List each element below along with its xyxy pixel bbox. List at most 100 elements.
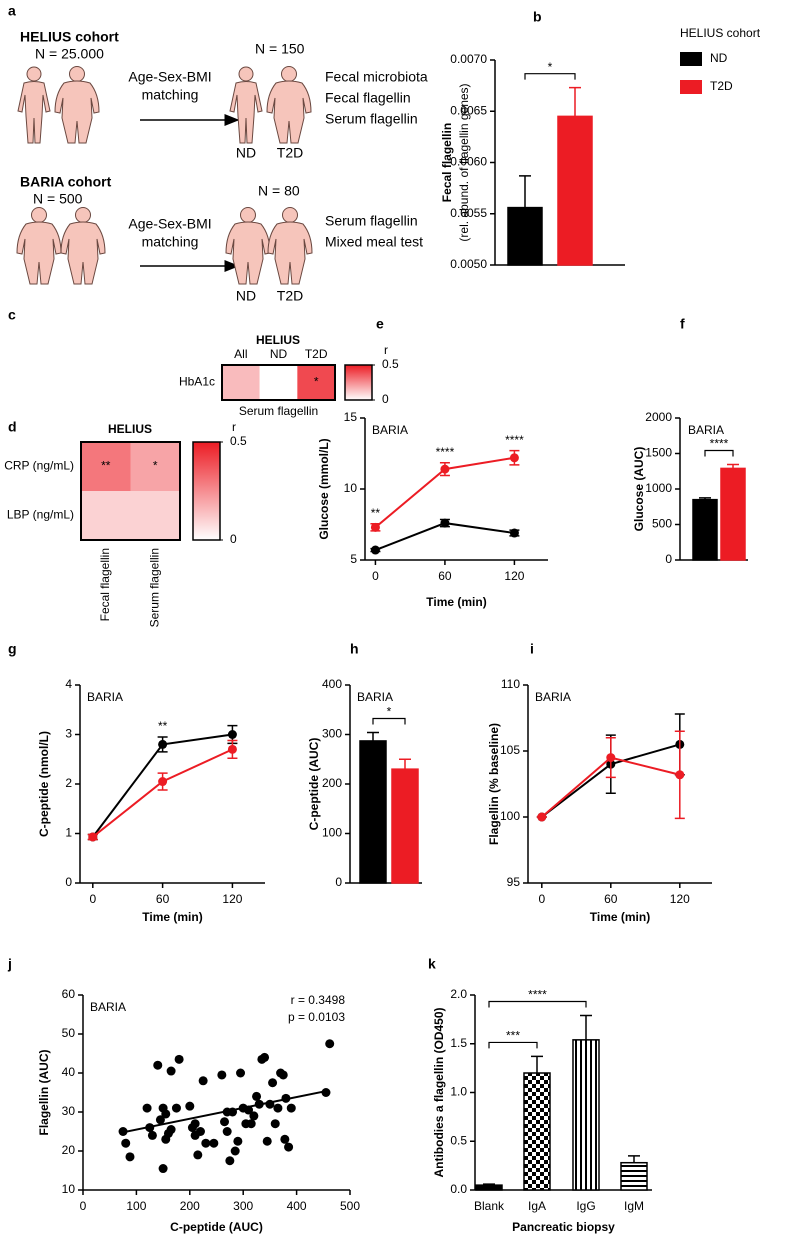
chart-title: BARIA xyxy=(688,423,724,437)
y-tick-label: 500 xyxy=(652,517,672,531)
point xyxy=(174,1054,184,1064)
heatmap-cell xyxy=(130,442,180,491)
person-icon xyxy=(229,66,263,144)
panel-letter: e xyxy=(376,316,384,332)
y-tick-label: 0.0065 xyxy=(450,103,487,117)
significance-bracket xyxy=(488,1041,538,1049)
y-axis-label: C-peptide (nmol/L) xyxy=(37,731,51,837)
heatmap-cell xyxy=(130,491,180,540)
significance-bracket xyxy=(704,449,734,457)
x-axis-label: Serum flagellin xyxy=(239,404,318,418)
y-axis-label: Glucose (AUC) xyxy=(632,447,646,532)
point xyxy=(284,1142,294,1152)
x-axis-label: Time (min) xyxy=(590,910,650,924)
point xyxy=(440,518,450,528)
point xyxy=(158,1164,168,1174)
y-tick-label: 2 xyxy=(65,776,72,790)
bar xyxy=(359,740,387,884)
y-tick-label: 10 xyxy=(344,481,358,495)
x-tick-label: 400 xyxy=(287,1199,307,1213)
y-tick-label: 4 xyxy=(65,677,72,691)
group-label: ND xyxy=(236,288,256,304)
heatmap-frame xyxy=(80,441,181,541)
y-tick-label: 1.5 xyxy=(450,1036,467,1050)
point xyxy=(246,1119,256,1129)
cohort-n: N = 25.000 xyxy=(35,46,104,62)
legend-swatch xyxy=(680,52,702,66)
point xyxy=(233,1136,243,1146)
person-icon xyxy=(17,66,51,144)
colorbar-label: r xyxy=(232,420,236,434)
x-axis-label: C-peptide (AUC) xyxy=(170,1220,263,1234)
point xyxy=(158,739,168,749)
panel-a: a HELIUS cohort N = 25.000 Age-Sex-BMI m… xyxy=(8,3,428,304)
point xyxy=(195,1127,205,1136)
point xyxy=(273,1103,283,1113)
cohort-name: HELIUS cohort xyxy=(20,29,119,45)
error-bar xyxy=(727,463,739,469)
y-tick-label: 300 xyxy=(322,727,342,741)
y-tick-label: 0 xyxy=(335,875,342,889)
panel-letter: c xyxy=(8,307,16,323)
significance-bracket xyxy=(372,717,406,725)
heatmap-cell xyxy=(81,491,131,540)
point xyxy=(325,1039,335,1049)
point xyxy=(198,1076,208,1086)
error-bar xyxy=(699,497,711,500)
panel-letter: j xyxy=(7,956,12,972)
legend-label: ND xyxy=(710,51,728,65)
significance-label: * xyxy=(548,60,553,74)
bar xyxy=(523,1072,551,1191)
y-tick-label: 2000 xyxy=(645,410,672,424)
cell-annotation: ** xyxy=(101,459,111,473)
colorbar-tick-label: 0.5 xyxy=(382,357,399,371)
colorbar-tick-label: 0 xyxy=(382,392,389,406)
y-tick-label: 400 xyxy=(322,677,342,691)
bar xyxy=(557,115,593,266)
annotation: ** xyxy=(158,719,168,733)
person-icon xyxy=(54,66,100,144)
y-tick-label: 1000 xyxy=(645,481,672,495)
point xyxy=(209,1138,219,1148)
x-tick-label: 0 xyxy=(372,569,379,583)
point xyxy=(230,1146,240,1156)
heatmap-cell xyxy=(259,365,298,400)
point xyxy=(227,744,237,754)
point xyxy=(270,1119,280,1129)
y-tick-label: 0.0050 xyxy=(450,257,487,271)
point xyxy=(227,730,237,739)
point xyxy=(268,1078,278,1088)
heatmap-cell xyxy=(81,442,131,491)
method: Age-Sex-BMI xyxy=(128,69,211,85)
y-tick-label: 0.0 xyxy=(450,1182,467,1196)
error-bar xyxy=(628,1155,640,1163)
point xyxy=(280,1134,290,1144)
chart-title: HELIUS xyxy=(256,333,300,347)
y-tick-label: 0.0055 xyxy=(450,206,487,220)
x-tick-label: 0 xyxy=(89,892,96,906)
chart-title: BARIA xyxy=(87,690,123,704)
method: matching xyxy=(142,234,199,250)
y-tick-label: 40 xyxy=(62,1065,76,1079)
error-bar xyxy=(483,1183,495,1186)
person-icon xyxy=(267,207,313,285)
x-tick-label: 0 xyxy=(538,892,545,906)
point xyxy=(249,1111,259,1121)
point xyxy=(370,522,380,532)
y-axis-label: Antibodies a flagellin (OD450) xyxy=(432,1007,446,1177)
measure: Fecal flagellin xyxy=(325,90,411,106)
bar xyxy=(692,498,718,561)
x-tick-label: IgA xyxy=(528,1199,546,1213)
x-tick-label: 60 xyxy=(438,569,452,583)
x-tick-label: 0 xyxy=(80,1199,87,1213)
cohort-name: BARIA cohort xyxy=(20,174,112,190)
y-tick-label: 0.0060 xyxy=(450,155,487,169)
point xyxy=(88,832,98,842)
y-tick-label: 0 xyxy=(665,552,672,566)
heatmap-frame xyxy=(221,364,336,401)
bar xyxy=(620,1161,648,1191)
y-tick-label: 15 xyxy=(344,410,358,424)
colorbar-label: r xyxy=(384,343,388,357)
person-icon xyxy=(16,207,62,285)
y-tick-label: 1 xyxy=(65,826,72,840)
